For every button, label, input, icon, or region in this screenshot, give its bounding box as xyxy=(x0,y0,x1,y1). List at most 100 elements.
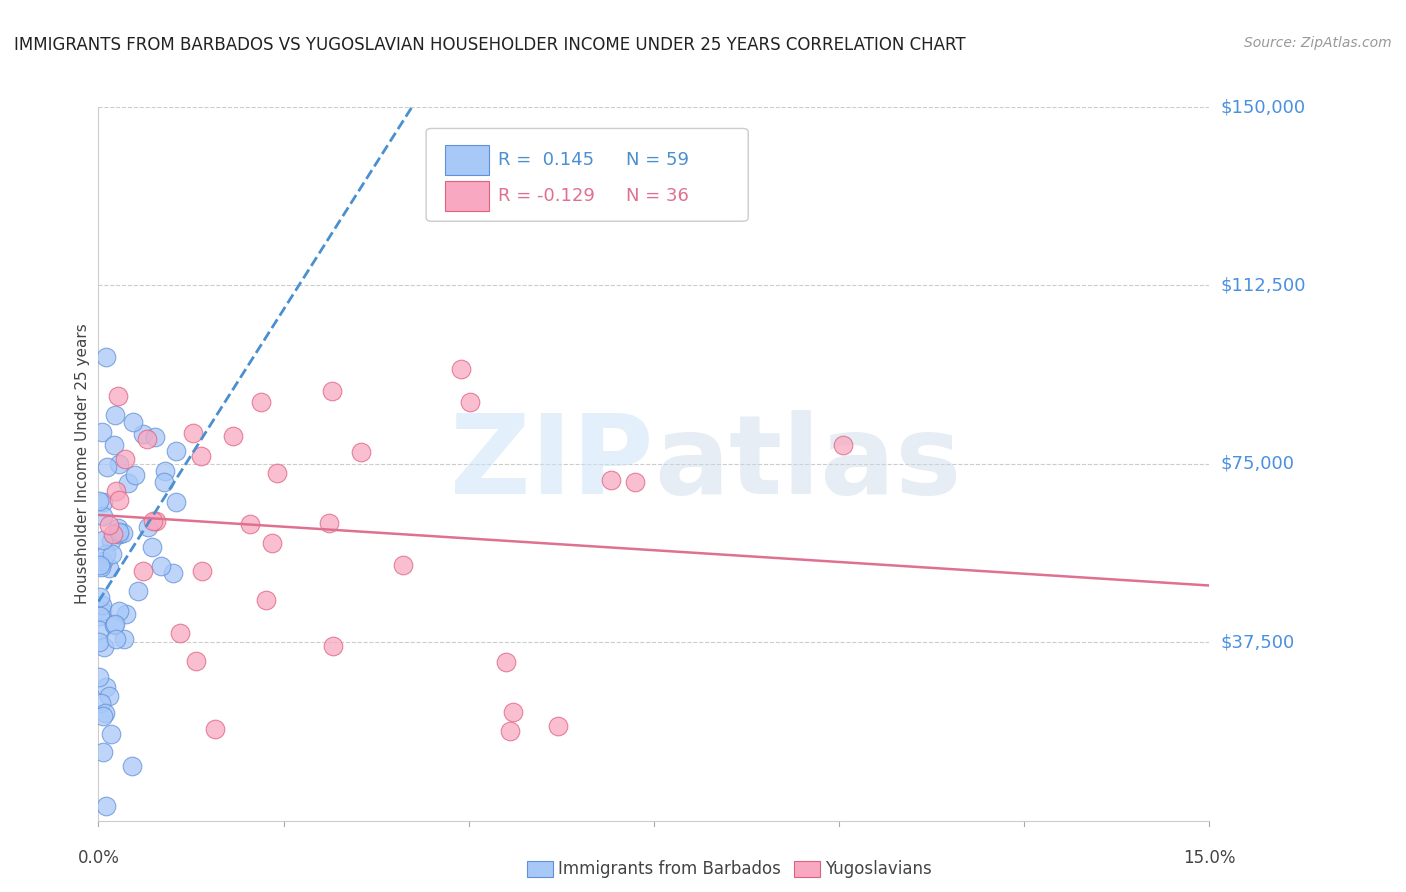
Point xyxy=(93,640,115,655)
Point xyxy=(132,564,155,578)
Bar xyxy=(444,180,489,211)
Point xyxy=(138,520,160,534)
Point xyxy=(250,395,273,409)
Point xyxy=(117,476,139,491)
Point xyxy=(321,384,343,398)
Point xyxy=(107,526,129,541)
Point xyxy=(107,525,129,540)
Point xyxy=(832,438,855,452)
Point xyxy=(104,616,127,631)
Point xyxy=(124,468,146,483)
Point xyxy=(153,475,176,489)
Text: Immigrants from Barbados: Immigrants from Barbados xyxy=(558,860,782,878)
Point xyxy=(142,515,165,529)
Text: $112,500: $112,500 xyxy=(1220,277,1306,294)
Point xyxy=(502,706,524,720)
Point xyxy=(141,540,163,554)
Point xyxy=(91,604,114,618)
Text: $75,000: $75,000 xyxy=(1220,455,1295,473)
Point xyxy=(322,639,344,653)
Text: R =  0.145: R = 0.145 xyxy=(498,151,595,169)
Point xyxy=(91,745,114,759)
Point xyxy=(132,427,155,442)
Point xyxy=(97,689,120,703)
Point xyxy=(94,350,117,364)
Point xyxy=(94,547,117,561)
Point xyxy=(204,722,226,736)
Point xyxy=(547,719,569,733)
Point xyxy=(318,516,340,530)
Point xyxy=(266,466,288,480)
Point xyxy=(90,696,112,710)
Point xyxy=(191,564,214,578)
Point xyxy=(89,558,111,572)
FancyBboxPatch shape xyxy=(426,128,748,221)
Point xyxy=(89,624,111,638)
Text: atlas: atlas xyxy=(654,410,962,517)
Point xyxy=(165,443,187,458)
Point xyxy=(100,534,122,549)
Point xyxy=(108,457,131,471)
Point xyxy=(221,429,243,443)
Point xyxy=(114,607,136,622)
Point xyxy=(495,655,517,669)
Point xyxy=(108,492,131,507)
Point xyxy=(350,445,373,459)
Point xyxy=(165,495,187,509)
Point xyxy=(181,425,204,440)
Point xyxy=(104,409,127,423)
Point xyxy=(624,475,647,489)
Point xyxy=(392,558,415,572)
Point xyxy=(103,617,125,632)
Point xyxy=(111,526,134,541)
Point xyxy=(450,362,472,376)
Text: Source: ZipAtlas.com: Source: ZipAtlas.com xyxy=(1244,36,1392,50)
Point xyxy=(105,632,128,646)
Point xyxy=(162,566,184,580)
Point xyxy=(98,518,121,533)
Point xyxy=(93,533,115,548)
Point xyxy=(90,560,112,574)
Point xyxy=(127,583,149,598)
Text: $37,500: $37,500 xyxy=(1220,633,1295,651)
Point xyxy=(90,425,112,439)
Point xyxy=(91,508,114,523)
Point xyxy=(114,452,136,467)
Point xyxy=(91,554,114,568)
Point xyxy=(600,474,623,488)
Point xyxy=(89,591,111,605)
Text: 0.0%: 0.0% xyxy=(77,849,120,867)
Point xyxy=(103,527,125,541)
Point xyxy=(100,727,122,741)
Text: ZIP: ZIP xyxy=(450,410,654,517)
Point xyxy=(89,608,111,623)
Point xyxy=(104,484,127,499)
Point xyxy=(103,438,125,452)
Point xyxy=(149,559,172,574)
Point xyxy=(96,460,118,475)
Point xyxy=(460,395,482,409)
Point xyxy=(112,632,135,646)
Point xyxy=(89,670,111,684)
Point xyxy=(101,547,124,561)
Point xyxy=(260,536,283,550)
Point xyxy=(121,415,143,429)
Point xyxy=(89,494,111,508)
Text: $150,000: $150,000 xyxy=(1220,98,1305,116)
Point xyxy=(190,449,212,463)
Point xyxy=(96,799,118,814)
Point xyxy=(143,430,166,444)
Point xyxy=(499,723,522,738)
Point xyxy=(97,561,120,575)
Point xyxy=(254,593,277,607)
Text: N = 36: N = 36 xyxy=(626,186,689,204)
Point xyxy=(91,709,114,723)
Point xyxy=(107,389,129,403)
Point xyxy=(91,495,114,509)
Point xyxy=(136,433,159,447)
Text: 15.0%: 15.0% xyxy=(1182,849,1236,867)
Point xyxy=(169,625,191,640)
Point xyxy=(108,604,131,618)
Text: N = 59: N = 59 xyxy=(626,151,689,169)
Text: R = -0.129: R = -0.129 xyxy=(498,186,595,204)
